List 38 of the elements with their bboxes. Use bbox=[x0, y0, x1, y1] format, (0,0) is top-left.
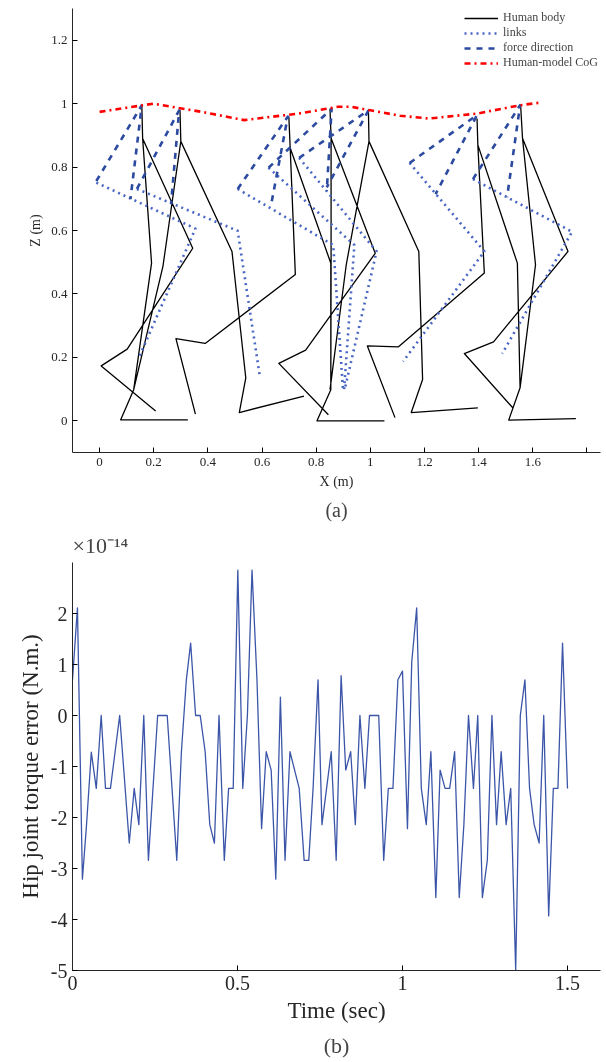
legend-label: Human-model CoG bbox=[503, 55, 598, 70]
x-axis-title: Time (sec) bbox=[287, 997, 386, 1023]
y-tick-label: -2 bbox=[50, 806, 68, 829]
x-tick-label: 0.2 bbox=[145, 453, 162, 469]
y-tick-label: -1 bbox=[50, 755, 68, 778]
text: (b) bbox=[323, 1032, 350, 1058]
y-tick-label: 0.6 bbox=[51, 222, 68, 238]
x-tick-label: 0 bbox=[96, 453, 103, 469]
y-tick-label: 1.2 bbox=[51, 32, 68, 48]
legend-label: force direction bbox=[503, 40, 574, 55]
legend-label: Human body bbox=[503, 10, 566, 25]
y-tick-label: 0 bbox=[61, 412, 68, 428]
x-tick-label: 0.8 bbox=[308, 453, 325, 469]
x-tick-label: 1.2 bbox=[416, 453, 433, 469]
y-tick-label: -3 bbox=[50, 857, 68, 880]
text: (a) bbox=[325, 498, 348, 522]
y-axis-title: Hip joint torque error (N.m.) bbox=[17, 634, 43, 899]
y-tick-label: 1 bbox=[57, 653, 68, 676]
y-tick-label: 0.8 bbox=[51, 159, 68, 175]
y-axis-title: Z (m) bbox=[28, 214, 45, 247]
y-tick-label: -4 bbox=[50, 908, 68, 931]
x-tick-label: 0.5 bbox=[225, 971, 250, 994]
y-tick-label: 0.4 bbox=[51, 285, 68, 301]
y-tick-label: 1 bbox=[61, 95, 68, 111]
x-tick-label: 1 bbox=[367, 453, 374, 469]
x-tick-label: 1.4 bbox=[470, 453, 488, 469]
y-tick-label: -5 bbox=[50, 959, 68, 982]
x-tick-label: 1.6 bbox=[524, 453, 542, 469]
y-tick-label: 2 bbox=[57, 602, 68, 625]
x-tick-label: 0.4 bbox=[199, 453, 217, 469]
y-tick-label: 0 bbox=[57, 704, 68, 727]
x-axis-title: X (m) bbox=[319, 473, 354, 490]
text: ×10⁻¹⁴ bbox=[72, 532, 129, 558]
legend-label: links bbox=[503, 25, 527, 40]
x-tick-label: 1 bbox=[397, 971, 408, 994]
x-tick-label: 1.5 bbox=[555, 971, 580, 994]
x-tick-label: 0.6 bbox=[253, 453, 271, 469]
y-tick-label: 0.2 bbox=[51, 349, 68, 365]
